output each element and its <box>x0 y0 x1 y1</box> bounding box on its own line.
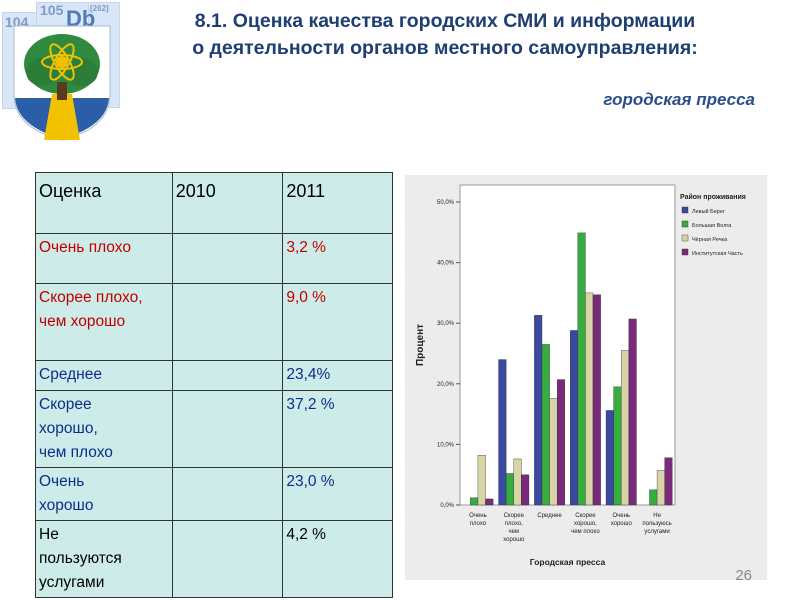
legend-title: Район проживания <box>680 193 746 201</box>
slide-subtitle: городская пресса <box>603 90 755 109</box>
bar <box>577 232 586 506</box>
x-tick-label: Очень <box>469 513 487 519</box>
y-tick-label: 20,0% <box>437 382 455 388</box>
bar <box>505 473 514 506</box>
bar <box>592 294 601 506</box>
value-2010 <box>171 283 284 361</box>
y-tick-label: 10,0% <box>437 442 455 448</box>
header-2011: 2011 <box>282 172 393 234</box>
rating-label: Скорее плохо, чем хорошо <box>35 283 173 361</box>
bar <box>656 470 665 506</box>
x-tick-label: услугами <box>644 529 669 535</box>
logo-tile-105: 105 <box>40 2 64 18</box>
y-axis-label: Процент <box>415 324 426 366</box>
ratings-table: Оценка 2010 2011 Очень плохо 3,2 % Скорее … <box>35 172 393 598</box>
rating-label: Очень плохо <box>35 233 173 284</box>
legend-entry: Институтская Часть <box>692 251 743 257</box>
x-tick-label: плохо <box>470 521 487 527</box>
x-tick-label: Среднее <box>537 513 562 519</box>
value-2010 <box>171 520 284 598</box>
header-rating: Оценка <box>35 172 173 234</box>
bar <box>649 489 658 506</box>
page-number: 26 <box>735 567 752 584</box>
value-2011: 37,2 % <box>282 390 393 468</box>
chart-svg: 0,0% 10,0% 20,0% 30,0% 40,0% 50,0% Процент Очен… <box>415 184 746 567</box>
x-tick-label: хорошо, <box>574 521 597 527</box>
legend-entry: Чёрная Речка <box>692 237 728 243</box>
bar <box>477 455 486 506</box>
table-row: Среднее 23,4% <box>35 360 393 391</box>
value-2010 <box>171 390 284 468</box>
legend-entry: Левый Берег <box>692 208 725 215</box>
table-row: Скорее плохо, чем хорошо 9,0 % <box>35 283 393 361</box>
value-2011: 3,2 % <box>282 233 393 284</box>
x-tick-label: пользуюсь <box>642 521 671 527</box>
header-2010: 2010 <box>171 172 284 234</box>
table-header-row: Оценка 2010 2011 <box>35 172 393 234</box>
bar <box>605 410 614 506</box>
table-row: Скорее хорошо, чем плохо 37,2 % <box>35 390 393 468</box>
city-logo: 104 105 Db [262] <box>0 0 122 141</box>
bar <box>541 344 550 506</box>
coat-of-arms-icon <box>13 25 111 141</box>
value-2011: 23,4% <box>282 360 393 391</box>
y-tick-label: 40,0% <box>437 261 455 267</box>
value-2011: 4,2 % <box>282 520 393 598</box>
bar <box>613 386 622 506</box>
bar <box>585 292 594 506</box>
bar <box>521 474 530 506</box>
slide-title-line1: 8.1. Оценка качества городских СМИ и инф… <box>194 10 696 32</box>
bar <box>485 498 494 506</box>
slide-title-line2: о деятельности органов местного самоупра… <box>192 37 698 59</box>
rating-label: Не пользуются услугами <box>35 520 173 598</box>
y-tick-label: 30,0% <box>437 321 455 327</box>
legend-swatch <box>681 206 689 214</box>
legend-swatch <box>681 248 689 256</box>
value-2010 <box>171 360 284 391</box>
bar <box>570 330 579 506</box>
x-tick-label: хорошо <box>611 521 633 527</box>
logo-tile-262: [262] <box>90 4 109 13</box>
table-row: Очень хорошо 23,0 % <box>35 467 393 521</box>
bar <box>470 497 479 506</box>
x-tick-label: чем плохо <box>571 529 600 535</box>
legend-swatch <box>681 220 689 228</box>
table-row: Очень плохо 3,2 % <box>35 233 393 284</box>
bar <box>664 457 673 506</box>
table-row: Не пользуются услугами 4,2 % <box>35 520 393 598</box>
rating-label: Очень хорошо <box>35 467 173 521</box>
bar <box>513 458 522 506</box>
x-tick-label: Очень <box>612 513 630 519</box>
value-2011: 23,0 % <box>282 467 393 521</box>
y-tick-label: 50,0% <box>437 200 455 206</box>
legend-entry: Большая Волга <box>692 223 732 229</box>
x-tick-label: Скорее <box>575 513 596 519</box>
bar <box>556 379 565 506</box>
slide-title: 8.1. Оценка качества городских СМИ и инф… <box>130 8 760 62</box>
bar <box>549 398 558 506</box>
y-tick-label: 0,0% <box>440 503 454 509</box>
rating-label: Среднее <box>35 360 173 391</box>
bar <box>621 350 630 506</box>
x-tick-label: хорошо <box>503 537 525 543</box>
x-tick-label: Скорее <box>504 513 525 519</box>
rating-label: Скорее хорошо, чем плохо <box>35 390 173 468</box>
value-2010 <box>171 467 284 521</box>
x-axis-label: Городская пресса <box>530 557 606 567</box>
bar <box>534 315 543 506</box>
x-tick-label: Не <box>653 513 661 519</box>
bar <box>628 318 637 506</box>
legend-swatch <box>681 234 689 242</box>
plot-area <box>459 184 676 506</box>
value-2011: 9,0 % <box>282 283 393 361</box>
x-tick-label: плохо, <box>505 521 523 527</box>
bar <box>498 359 507 506</box>
bar-chart: 0,0% 10,0% 20,0% 30,0% 40,0% 50,0% Процент Очен… <box>405 175 767 580</box>
x-tick-label: чем <box>508 529 519 535</box>
value-2010 <box>171 233 284 284</box>
